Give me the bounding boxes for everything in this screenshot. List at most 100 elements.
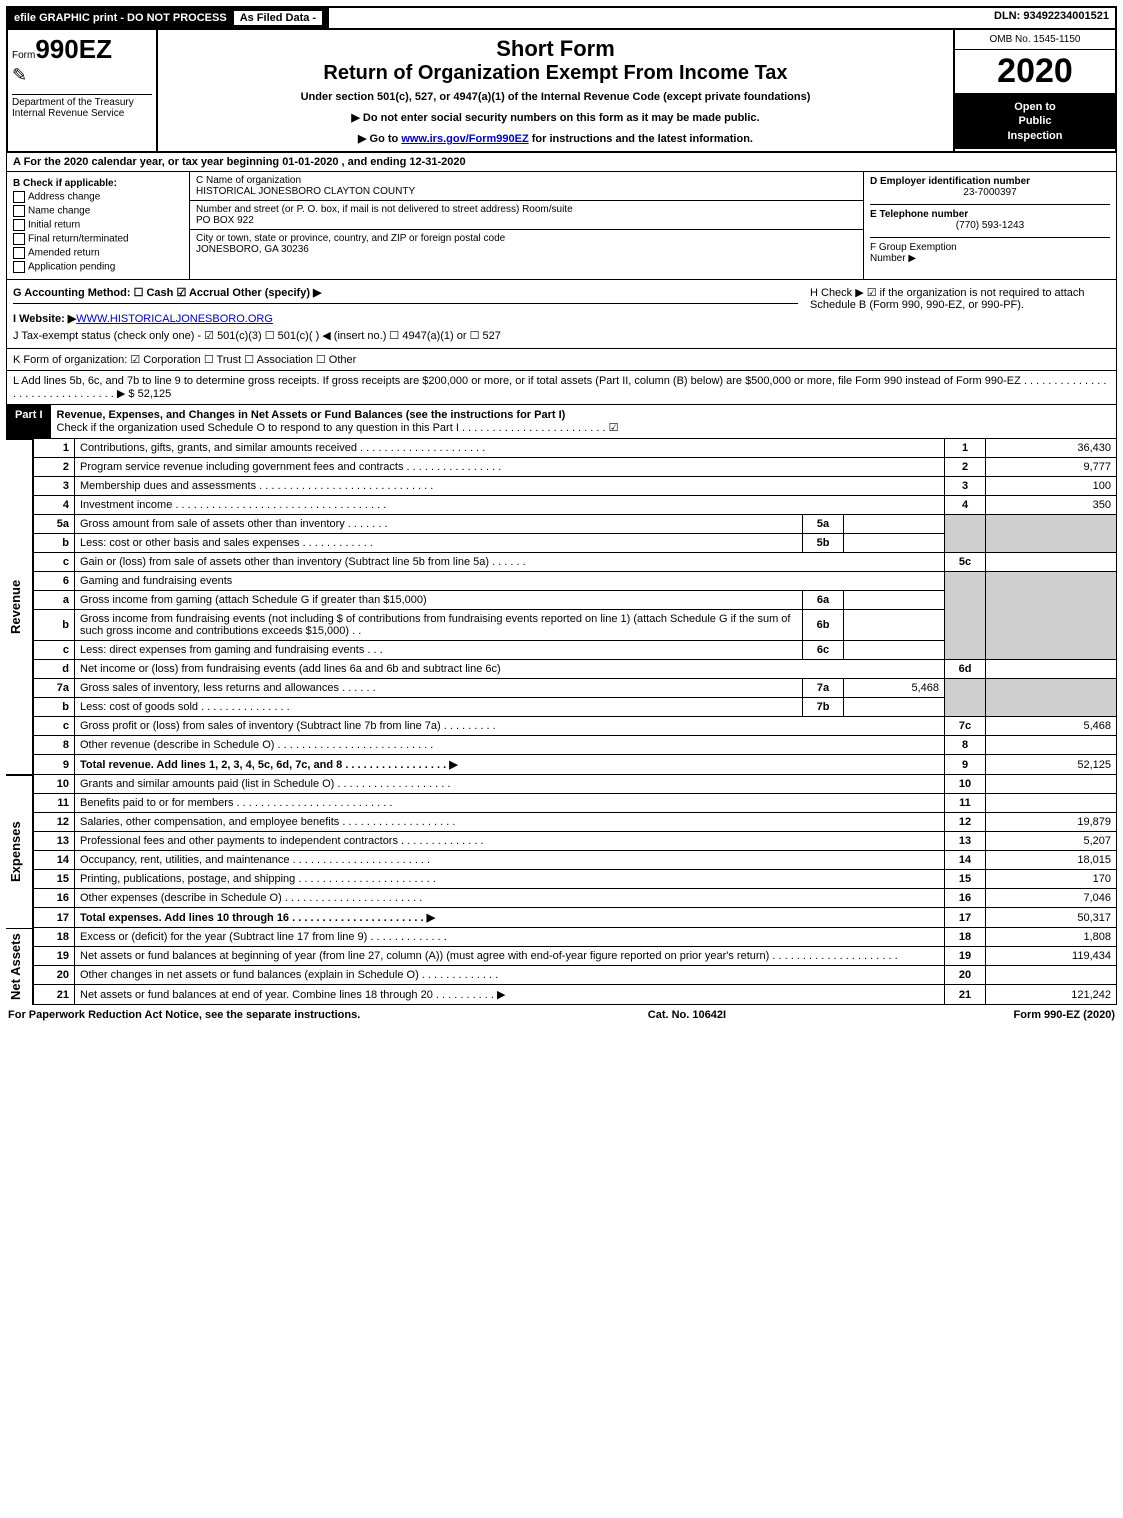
l5a-num: 5a [34, 515, 75, 534]
expenses-section: Expenses 10Grants and similar amounts pa… [6, 775, 1117, 928]
dept-treasury: Department of the Treasury [12, 94, 152, 108]
part1-title: Revenue, Expenses, and Changes in Net As… [51, 405, 1116, 438]
accounting-method: G Accounting Method: ☐ Cash ☑ Accrual Ot… [13, 286, 798, 299]
l21-amt: 121,242 [986, 985, 1117, 1005]
l7a-num: 7a [34, 679, 75, 698]
ssn-warning: ▶ Do not enter social security numbers o… [168, 111, 943, 124]
dln-label: DLN: 93492234001521 [988, 8, 1115, 28]
telephone: (770) 593-1243 [870, 220, 1110, 231]
l8-desc: Other revenue (describe in Schedule O) .… [75, 736, 945, 755]
i-website-label: I Website: ▶ [13, 313, 76, 325]
shade-5ab [945, 515, 986, 553]
l16-desc: Other expenses (describe in Schedule O) … [75, 889, 945, 908]
part1-check: Check if the organization used Schedule … [57, 422, 619, 434]
side-netassets: Net Assets [6, 928, 33, 1005]
inspection: Inspection [961, 129, 1109, 143]
l4-box: 4 [945, 496, 986, 515]
l20-box: 20 [945, 966, 986, 985]
lbl-address: Address change [28, 192, 100, 203]
l12-box: 12 [945, 813, 986, 832]
c-label: C Name of organization [196, 175, 857, 186]
cb-address[interactable] [13, 191, 25, 203]
grp-number: Number ▶ [870, 253, 1110, 264]
l6c-sb: 6c [803, 641, 844, 660]
l17-num: 17 [34, 908, 75, 928]
l12-num: 12 [34, 813, 75, 832]
l4-amt: 350 [986, 496, 1117, 515]
l6a-sv [844, 591, 945, 610]
part1-label: Part I [7, 405, 51, 438]
l17-amt: 50,317 [986, 908, 1117, 928]
tel-label: E Telephone number [870, 209, 1110, 220]
cat-no: Cat. No. 10642I [648, 1009, 726, 1021]
l1-amt: 36,430 [986, 439, 1117, 458]
street-label: Number and street (or P. O. box, if mail… [196, 204, 857, 215]
ein-label: D Employer identification number [870, 176, 1110, 187]
shade-7-amt [986, 679, 1117, 717]
ein: 23-7000397 [870, 187, 1110, 198]
l13-desc: Professional fees and other payments to … [75, 832, 945, 851]
l6a-desc: Gross income from gaming (attach Schedul… [75, 591, 803, 610]
website-link[interactable]: WWW.HISTORICALJONESBORO.ORG [76, 313, 273, 325]
l6-desc: Gaming and fundraising events [75, 572, 945, 591]
part1-title-text: Revenue, Expenses, and Changes in Net As… [57, 409, 566, 421]
cb-amended[interactable] [13, 247, 25, 259]
cb-name[interactable] [13, 205, 25, 217]
b-title: B Check if applicable: [13, 178, 183, 189]
omb-number: OMB No. 1545-1150 [955, 30, 1115, 50]
irs-link[interactable]: www.irs.gov/Form990EZ [401, 133, 528, 145]
row-a-calendar-year: A For the 2020 calendar year, or tax yea… [6, 153, 1117, 172]
row-l: L Add lines 5b, 6c, and 7b to line 9 to … [6, 371, 1117, 405]
grp-label: F Group Exemption [870, 242, 1110, 253]
l7b-num: b [34, 698, 75, 717]
l7a-sb: 7a [803, 679, 844, 698]
l16-amt: 7,046 [986, 889, 1117, 908]
l16-num: 16 [34, 889, 75, 908]
l8-box: 8 [945, 736, 986, 755]
cb-initial[interactable] [13, 219, 25, 231]
under-section: Under section 501(c), 527, or 4947(a)(1)… [168, 91, 943, 103]
l2-desc: Program service revenue including govern… [75, 458, 945, 477]
l1-num: 1 [34, 439, 75, 458]
l7b-sv [844, 698, 945, 717]
l21-box: 21 [945, 985, 986, 1005]
l13-num: 13 [34, 832, 75, 851]
l11-box: 11 [945, 794, 986, 813]
l14-num: 14 [34, 851, 75, 870]
l7c-desc: Gross profit or (loss) from sales of inv… [75, 717, 945, 736]
l15-box: 15 [945, 870, 986, 889]
goto-link-line: ▶ Go to www.irs.gov/Form990EZ for instru… [168, 132, 943, 145]
l1-desc: Contributions, gifts, grants, and simila… [75, 439, 945, 458]
l6d-amt [986, 660, 1117, 679]
shade-5ab-amt [986, 515, 1117, 553]
short-form-title: Short Form [168, 36, 943, 62]
l5c-num: c [34, 553, 75, 572]
goto-pre: ▶ Go to [358, 133, 401, 145]
open-to: Open to [961, 100, 1109, 114]
l6d-box: 6d [945, 660, 986, 679]
netassets-section: Net Assets 18Excess or (deficit) for the… [6, 928, 1117, 1005]
l6b-sv [844, 610, 945, 641]
l2-amt: 9,777 [986, 458, 1117, 477]
l10-num: 10 [34, 775, 75, 794]
l18-amt: 1,808 [986, 928, 1117, 947]
lbl-amended: Amended return [28, 248, 100, 259]
l15-num: 15 [34, 870, 75, 889]
cb-final[interactable] [13, 233, 25, 245]
form-number: 990EZ [35, 34, 112, 64]
l7a-desc: Gross sales of inventory, less returns a… [75, 679, 803, 698]
side-expenses: Expenses [6, 775, 33, 928]
l17-desc: Total expenses. Add lines 10 through 16 … [75, 908, 945, 928]
section-bcd: B Check if applicable: Address change Na… [6, 172, 1117, 280]
form-header: Form990EZ ✎ Department of the Treasury I… [6, 30, 1117, 153]
l19-desc: Net assets or fund balances at beginning… [75, 947, 945, 966]
shade-6 [945, 572, 986, 660]
return-title: Return of Organization Exempt From Incom… [168, 62, 943, 85]
l6c-num: c [34, 641, 75, 660]
l19-num: 19 [34, 947, 75, 966]
l6a-sb: 6a [803, 591, 844, 610]
cb-pending[interactable] [13, 261, 25, 273]
l10-amt [986, 775, 1117, 794]
l8-num: 8 [34, 736, 75, 755]
l10-desc: Grants and similar amounts paid (list in… [75, 775, 945, 794]
